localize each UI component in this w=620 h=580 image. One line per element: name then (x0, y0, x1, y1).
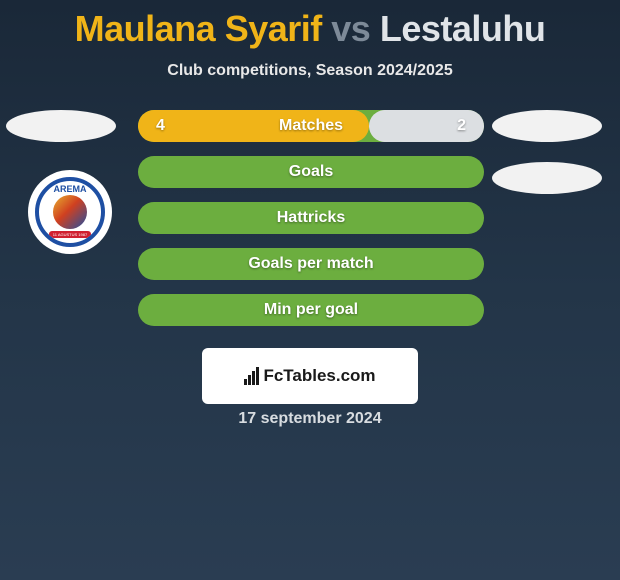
stat-bar-row: Min per goal (138, 294, 484, 326)
stat-bar-row: Goals per match (138, 248, 484, 280)
club-logo-text-bottom: 11 AGUSTUS 1987 (49, 231, 91, 238)
stat-bar-row: 42Matches (138, 110, 484, 142)
stat-label: Matches (138, 117, 484, 135)
player-1-badge-placeholder (6, 110, 116, 142)
generation-date: 17 september 2024 (0, 410, 620, 428)
club-logo-arema: AREMA 11 AGUSTUS 1987 (35, 177, 105, 247)
stat-label: Goals per match (138, 255, 484, 273)
source-logo: FcTables.com (202, 348, 418, 404)
player-2-name: Lestaluhu (380, 8, 546, 49)
stat-label: Min per goal (138, 301, 484, 319)
stat-bar-row: Goals (138, 156, 484, 188)
stat-label: Goals (138, 163, 484, 181)
vs-separator: vs (331, 8, 370, 49)
stat-label: Hattricks (138, 209, 484, 227)
club-logo-text-top: AREMA (54, 184, 87, 194)
player-1-name: Maulana Syarif (75, 8, 322, 49)
subtitle-competition: Club competitions, Season 2024/2025 (0, 62, 620, 80)
club-logo-lion-icon (53, 195, 87, 229)
comparison-title: Maulana Syarif vs Lestaluhu (0, 0, 620, 50)
player-2-badge-placeholder-1 (492, 110, 602, 142)
stat-bars-container: 42Matches Goals Hattricks Goals per match Mi… (138, 110, 484, 340)
player-1-club-logo: AREMA 11 AGUSTUS 1987 (28, 170, 112, 254)
stat-bar-row: Hattricks (138, 202, 484, 234)
source-brand-text: FcTables.com (263, 366, 375, 386)
bar-chart-icon (244, 367, 259, 385)
player-2-badge-placeholder-2 (492, 162, 602, 194)
